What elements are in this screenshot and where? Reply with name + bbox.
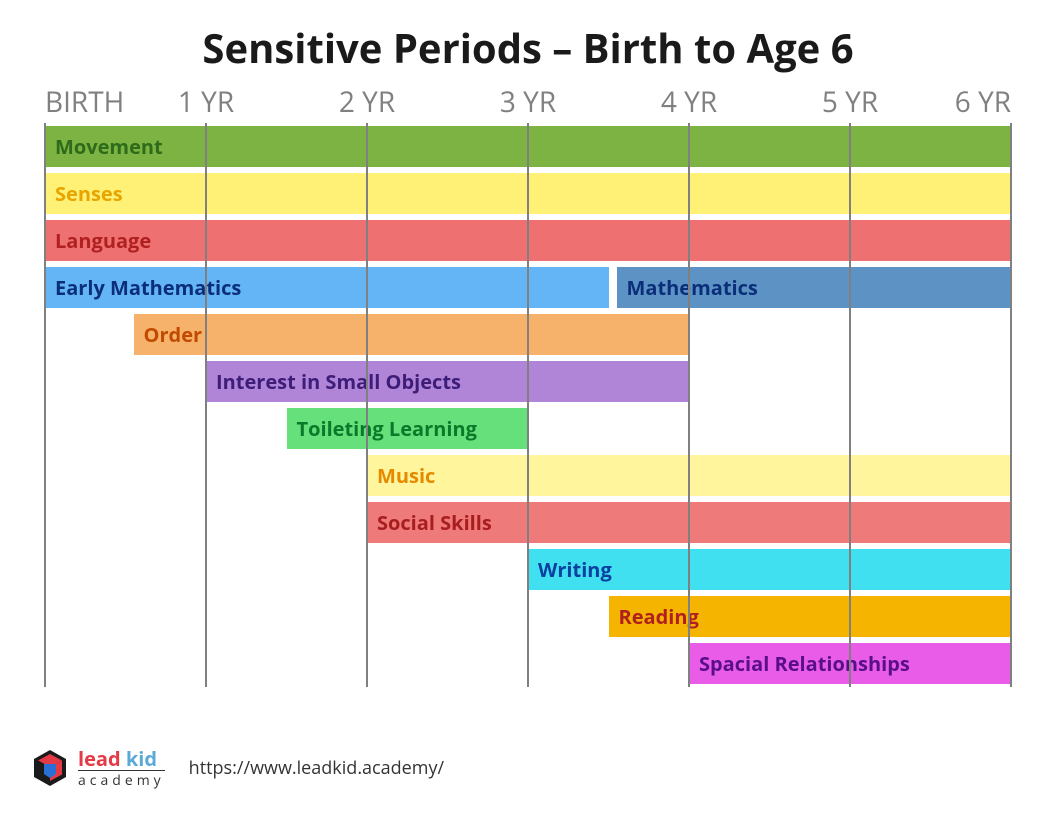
chart-bar: Writing <box>528 549 1011 590</box>
gridline <box>1010 123 1012 687</box>
logo-icon <box>30 748 70 788</box>
gridline <box>849 123 851 687</box>
chart-bar: Interest in Small Objects <box>206 361 689 402</box>
logo-word-lead: lead <box>78 745 121 772</box>
logo-word-academy: academy <box>78 770 165 788</box>
axis-label: 6 YR <box>955 83 1011 121</box>
gridline <box>688 123 690 687</box>
chart-bar: Reading <box>609 596 1012 637</box>
chart-area: MovementSensesLanguageEarly MathematicsM… <box>45 123 1011 687</box>
chart-bar: Order <box>134 314 689 355</box>
axis-label: 4 YR <box>661 83 717 121</box>
gridline <box>44 123 46 687</box>
gridline <box>527 123 529 687</box>
axis-labels: BIRTH 1 YR 2 YR 3 YR 4 YR 5 YR 6 YR <box>45 83 1011 123</box>
footer: lead kid academy https://www.leadkid.aca… <box>30 748 444 788</box>
footer-url: https://www.leadkid.academy/ <box>189 756 444 780</box>
logo-text: lead kid academy <box>78 748 165 788</box>
axis-label: BIRTH <box>45 83 124 121</box>
chart-bar: Early Mathematics <box>45 267 609 308</box>
axis-label: 1 YR <box>178 83 234 121</box>
logo-top: lead kid <box>78 748 165 770</box>
gridline <box>366 123 368 687</box>
logo: lead kid academy <box>30 748 165 788</box>
axis-label: 3 YR <box>500 83 556 121</box>
logo-word-kid: kid <box>121 745 157 772</box>
axis-label: 2 YR <box>339 83 395 121</box>
chart-title: Sensitive Periods – Birth to Age 6 <box>30 20 1026 75</box>
chart-bar: Toileting Learning <box>287 408 529 449</box>
gridline <box>205 123 207 687</box>
axis-label: 5 YR <box>822 83 878 121</box>
chart-bar: Mathematics <box>617 267 1011 308</box>
